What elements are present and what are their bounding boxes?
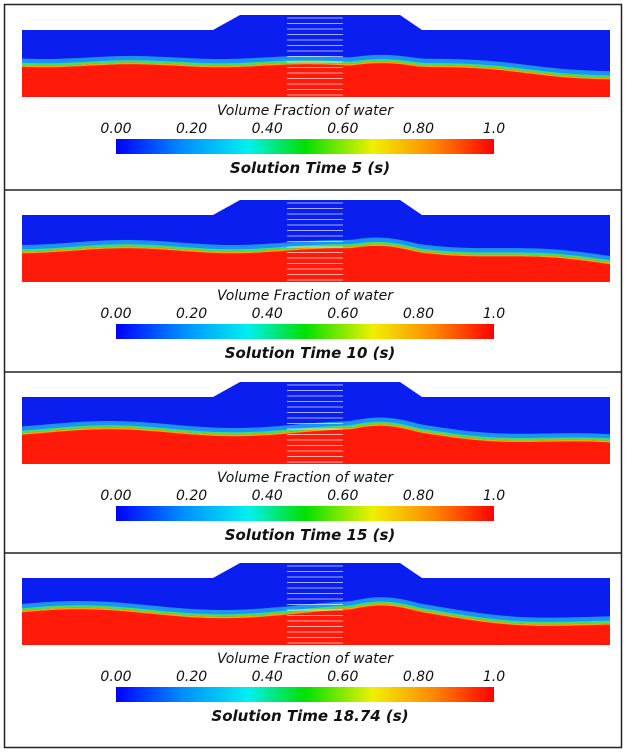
frame (3, 3, 623, 749)
colorbar (116, 687, 494, 702)
colorbar-tick-label: 0.20 (176, 669, 207, 685)
interface-cyan (21, 54, 611, 77)
panel: Volume Fraction of water 0.00 0.20 0.40 0.60… (5, 189, 621, 362)
colorbar-tick-label: 0.00 (100, 488, 131, 504)
colorbar-tick-label: 0.80 (403, 121, 434, 137)
colorbar-tick-label: 0.40 (252, 306, 283, 322)
solution-time: Solution Time 15 (s) (225, 526, 396, 544)
interface-yellow (21, 424, 611, 443)
colorbar-tick-label: 0.20 (176, 121, 207, 137)
colorbar (116, 139, 494, 154)
panel: Volume Fraction of water 0.00 0.20 0.40 0.60… (5, 371, 621, 544)
solution-time: Solution Time 18.74 (s) (211, 707, 408, 725)
interface-cyan (21, 597, 611, 623)
panel: Volume Fraction of water 0.00 0.20 0.40 0.60… (5, 552, 621, 725)
colorbar-title: Volume Fraction of water (217, 103, 394, 119)
colorbar-tick-label: 0.80 (403, 306, 434, 322)
colorbar-tick-label: 1.0 (483, 306, 505, 322)
colorbar-tick-label: 1.0 (483, 669, 505, 685)
solution-time: Solution Time 5 (s) (230, 159, 390, 177)
colorbar (116, 506, 494, 521)
colorbar-tick-label: 0.80 (403, 488, 434, 504)
panel: Volume Fraction of water 0.00 0.20 0.40 0.60… (21, 15, 611, 177)
interface-cyan (21, 417, 611, 440)
colorbar-tick-label: 0.00 (100, 121, 131, 137)
interface-green (21, 241, 611, 263)
interface-yellow (21, 244, 611, 265)
water (22, 243, 610, 282)
colorbar-tick-label: 0.80 (403, 669, 434, 685)
colorbar-tick-label: 1.0 (483, 121, 505, 137)
interface-cyan (21, 237, 611, 262)
interface-green (21, 421, 611, 442)
water (22, 423, 610, 464)
colorbar-tick-label: 0.40 (252, 121, 283, 137)
colorbar-tick-label: 0.00 (100, 669, 131, 685)
colorbar-title: Volume Fraction of water (217, 651, 394, 667)
interface-green (21, 601, 611, 625)
colorbar-title: Volume Fraction of water (217, 288, 394, 304)
colorbar-tick-label: 0.40 (252, 669, 283, 685)
colorbar-tick-label: 0.60 (327, 121, 358, 137)
colorbar-tick-label: 1.0 (483, 488, 505, 504)
colorbar-tick-label: 0.60 (327, 488, 358, 504)
interface-yellow (21, 603, 611, 626)
colorbar-tick-label: 0.60 (327, 306, 358, 322)
colorbar-tick-label: 0.00 (100, 306, 131, 322)
colorbar (116, 324, 494, 339)
colorbar-tick-label: 0.60 (327, 669, 358, 685)
colorbar-tick-label: 0.40 (252, 488, 283, 504)
interface-yellow (21, 61, 611, 80)
colorbar-title: Volume Fraction of water (217, 470, 394, 486)
colorbar-tick-label: 0.20 (176, 306, 207, 322)
colorbar-tick-label: 0.20 (176, 488, 207, 504)
solution-time: Solution Time 10 (s) (225, 344, 396, 362)
interface-green (21, 59, 611, 78)
